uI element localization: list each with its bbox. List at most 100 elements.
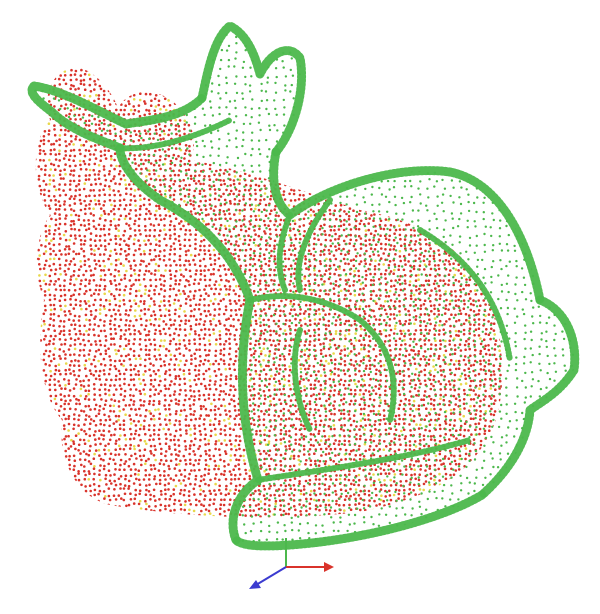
- cloud-point: [102, 188, 105, 191]
- cloud-point: [227, 84, 231, 87]
- cloud-point: [19, 120, 22, 123]
- cloud-point: [500, 29, 503, 32]
- cloud-point: [193, 174, 197, 178]
- cloud-point: [483, 88, 486, 92]
- cloud-point: [157, 204, 161, 208]
- cloud-point: [102, 227, 106, 231]
- cloud-point: [338, 173, 341, 177]
- cloud-point: [73, 40, 76, 43]
- cloud-point: [54, 198, 57, 202]
- cloud-point: [177, 234, 181, 238]
- cloud-point: [457, 118, 461, 121]
- cloud-point: [97, 97, 100, 101]
- cloud-point: [353, 59, 356, 62]
- cloud-point: [530, 89, 533, 92]
- cloud-point: [350, 33, 353, 36]
- cloud-point: [229, 19, 232, 22]
- cloud-point: [523, 174, 526, 177]
- cloud-point: [29, 33, 32, 36]
- cloud-point: [79, 167, 83, 171]
- cloud-point: [89, 44, 92, 47]
- cloud-point: [272, 114, 276, 118]
- cloud-point: [74, 189, 78, 192]
- cloud-point: [89, 29, 92, 32]
- cloud-point: [387, 214, 391, 218]
- cloud-point: [359, 219, 363, 223]
- cloud-point: [72, 179, 76, 183]
- cloud-point: [553, 163, 556, 166]
- cloud-point: [222, 18, 225, 21]
- cloud-point: [518, 135, 521, 138]
- cloud-point: [574, 148, 577, 151]
- cloud-point: [309, 188, 312, 192]
- cloud-point: [463, 202, 467, 206]
- cloud-point: [390, 55, 393, 58]
- cloud-point: [474, 44, 477, 47]
- cloud-point: [518, 63, 521, 66]
- cloud-point: [414, 162, 417, 166]
- cloud-point: [208, 94, 212, 97]
- cloud-point: [88, 173, 91, 177]
- cloud-point: [463, 67, 467, 71]
- cloud-point: [69, 109, 73, 112]
- cloud-point: [574, 87, 577, 90]
- cloud-point: [290, 159, 293, 162]
- cloud-point: [500, 103, 503, 107]
- cloud-point: [103, 193, 107, 196]
- cloud-point: [275, 24, 278, 27]
- cloud-point: [329, 19, 332, 22]
- cloud-point: [53, 212, 57, 215]
- cloud-point: [585, 145, 588, 148]
- cloud-point: [488, 137, 492, 141]
- cloud-point: [469, 204, 473, 207]
- cloud-point: [63, 32, 66, 35]
- cloud-point: [370, 18, 373, 21]
- cloud-point: [25, 68, 28, 71]
- cloud-point: [144, 82, 147, 85]
- cloud-point: [78, 174, 81, 178]
- cloud-point: [434, 147, 438, 151]
- cloud-point: [483, 159, 487, 162]
- cloud-point: [269, 99, 272, 103]
- cloud-point: [103, 233, 107, 237]
- cloud-point: [200, 114, 203, 118]
- cloud-point: [292, 162, 296, 166]
- cloud-point: [575, 78, 578, 81]
- cloud-point: [85, 168, 88, 171]
- cloud-point: [170, 24, 173, 27]
- cloud-point: [339, 129, 343, 133]
- cloud-point: [319, 44, 322, 47]
- cloud-point: [94, 227, 98, 231]
- cloud-point: [428, 123, 431, 127]
- cloud-point: [238, 182, 241, 185]
- cloud-point: [369, 143, 372, 146]
- cloud-point: [155, 83, 158, 87]
- cloud-point: [309, 138, 313, 141]
- cloud-point: [560, 29, 563, 32]
- cloud-point: [290, 30, 293, 33]
- cloud-point: [439, 204, 442, 208]
- cloud-point: [527, 59, 530, 62]
- cloud-point: [119, 54, 122, 57]
- cloud-point: [452, 128, 456, 132]
- cloud-point: [424, 177, 427, 181]
- cloud-point: [178, 89, 181, 92]
- cloud-point: [434, 144, 438, 148]
- cloud-point: [43, 210, 47, 213]
- cloud-point: [53, 124, 56, 127]
- cloud-point: [109, 164, 113, 167]
- cloud-point: [260, 55, 263, 58]
- cloud-point: [169, 174, 172, 177]
- cloud-point: [578, 98, 581, 101]
- cloud-point: [213, 173, 216, 177]
- cloud-point: [292, 93, 296, 97]
- cloud-point: [329, 62, 332, 65]
- cloud-point: [429, 73, 432, 76]
- cloud-point: [58, 18, 61, 21]
- cloud-point: [378, 198, 381, 201]
- cloud-point: [510, 180, 513, 183]
- cloud-point: [575, 163, 578, 166]
- cloud-point: [300, 32, 303, 35]
